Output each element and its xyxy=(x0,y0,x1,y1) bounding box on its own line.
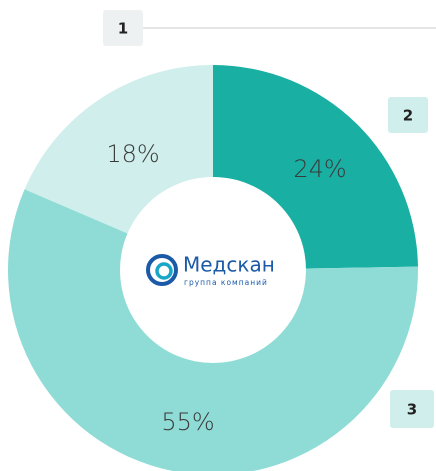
markers: 2 3 1 xyxy=(103,10,434,428)
marker-number: 3 xyxy=(407,401,417,419)
logo: Медскан группа компаний xyxy=(146,253,275,287)
value-label: 55% xyxy=(161,408,214,436)
logo-icon xyxy=(146,254,178,286)
logo-name: Медскан xyxy=(183,253,275,277)
logo-tagline: группа компаний xyxy=(184,278,268,287)
donut-hole xyxy=(120,177,306,363)
value-label: 24% xyxy=(293,155,346,183)
marker-number: 2 xyxy=(403,107,413,125)
marker-box xyxy=(388,97,428,133)
marker-box xyxy=(390,390,434,428)
logo-icon-inner xyxy=(155,262,173,280)
value-label: 18% xyxy=(106,140,159,168)
marker-box xyxy=(103,10,143,46)
marker-number: 1 xyxy=(118,20,128,38)
